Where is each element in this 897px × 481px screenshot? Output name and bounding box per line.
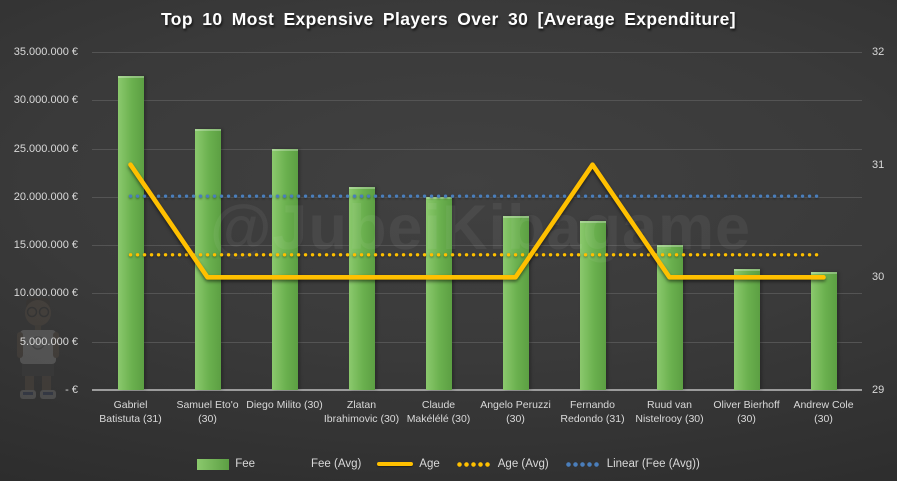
bar-3 xyxy=(271,148,298,390)
x-axis-category-label: Gabriel Batistuta (31) xyxy=(99,399,162,425)
mascot-watermark-icon xyxy=(17,298,59,399)
y-axis-left-label: 15.000.000 € xyxy=(13,239,78,252)
x-axis-category-label: Samuel Eto'o (30) xyxy=(176,399,239,425)
bar-1 xyxy=(117,76,144,390)
bar-5 xyxy=(425,196,452,390)
chart-title: Top 10 Most Expensive Players Over 30 [A… xyxy=(161,9,736,29)
legend-label-age: Age xyxy=(419,458,440,470)
legend-label-fee-avg: Fee (Avg) xyxy=(311,458,362,470)
gridline xyxy=(92,52,862,53)
gridline xyxy=(92,100,862,102)
age-line xyxy=(128,162,826,280)
fee-avg-hidden-swatch-icon xyxy=(271,459,305,470)
bar-8 xyxy=(656,245,683,390)
y-axis-left-label: 5.000.000 € xyxy=(19,335,78,348)
legend-label-age-avg: Age (Avg) xyxy=(497,458,549,470)
legend-item-fee-avg: Fee (Avg) xyxy=(271,458,361,470)
x-axis-category-label: Ruud van Nistelrooy (30) xyxy=(635,399,704,425)
y-axis-left-label: 10.000.000 € xyxy=(13,287,78,300)
bar-10 xyxy=(810,272,837,390)
legend-label-fee: Fee xyxy=(235,458,256,470)
gridline xyxy=(92,341,862,343)
legend-item-linear-fee-avg: Linear (Fee (Avg)) xyxy=(564,458,700,470)
age-line-swatch-icon xyxy=(377,461,414,467)
line-series-overlay xyxy=(128,162,826,280)
legend-item-age: Age xyxy=(377,458,440,470)
x-axis-category-label: Fernando Redondo (31) xyxy=(560,399,625,425)
x-axis-line xyxy=(92,389,862,391)
bar-6 xyxy=(502,216,529,390)
age-avg-dots-swatch-icon xyxy=(455,461,492,467)
legend-item-age-avg: Age (Avg) xyxy=(455,458,549,470)
y-axis-right-label: 30 xyxy=(872,271,885,284)
y-axis-left-label: - € xyxy=(65,384,78,396)
gridline xyxy=(92,293,862,295)
y-axis-left-label: 30.000.000 € xyxy=(13,94,78,107)
plot-area: @JubeiKibagame xyxy=(92,52,862,391)
bar-9 xyxy=(733,269,760,390)
bar-7 xyxy=(579,221,606,390)
y-axis-left-label: 20.000.000 € xyxy=(13,190,78,203)
x-axis-category-label: Diego Milito (30) xyxy=(246,399,323,411)
x-axis-category-label: Angelo Peruzzi (30) xyxy=(480,399,551,425)
x-axis-category-label: Andrew Cole (30) xyxy=(793,399,854,425)
y-axis-right-label: 32 xyxy=(872,46,885,58)
gridline xyxy=(92,196,862,198)
fee-bar-swatch-icon xyxy=(197,458,230,470)
gridline xyxy=(92,245,862,247)
legend-label-linear-fee-avg: Linear (Fee (Avg)) xyxy=(606,458,700,470)
watermark-text: @JubeiKibagame xyxy=(210,193,752,263)
legend: Fee Fee (Avg) Age Age (Avg) Linear (Fee … xyxy=(0,455,897,473)
legend-item-fee: Fee xyxy=(197,458,255,470)
x-axis-category-label: Zlatan Ibrahimovic (30) xyxy=(323,399,400,425)
y-axis-right-label: 29 xyxy=(872,384,885,396)
bar-4 xyxy=(348,187,375,390)
x-axis-category-label: Oliver Bierhoff (30) xyxy=(713,399,780,425)
linear-fee-avg-dots-swatch-icon xyxy=(564,461,601,467)
gridline xyxy=(92,148,862,150)
y-axis-right-label: 31 xyxy=(872,158,885,171)
bar-2 xyxy=(194,129,221,390)
y-axis-left-label: 25.000.000 € xyxy=(13,142,78,155)
x-axis-category-label: Claude Makélélé (30) xyxy=(406,399,471,425)
y-axis-left-label: 35.000.000 € xyxy=(13,46,78,58)
